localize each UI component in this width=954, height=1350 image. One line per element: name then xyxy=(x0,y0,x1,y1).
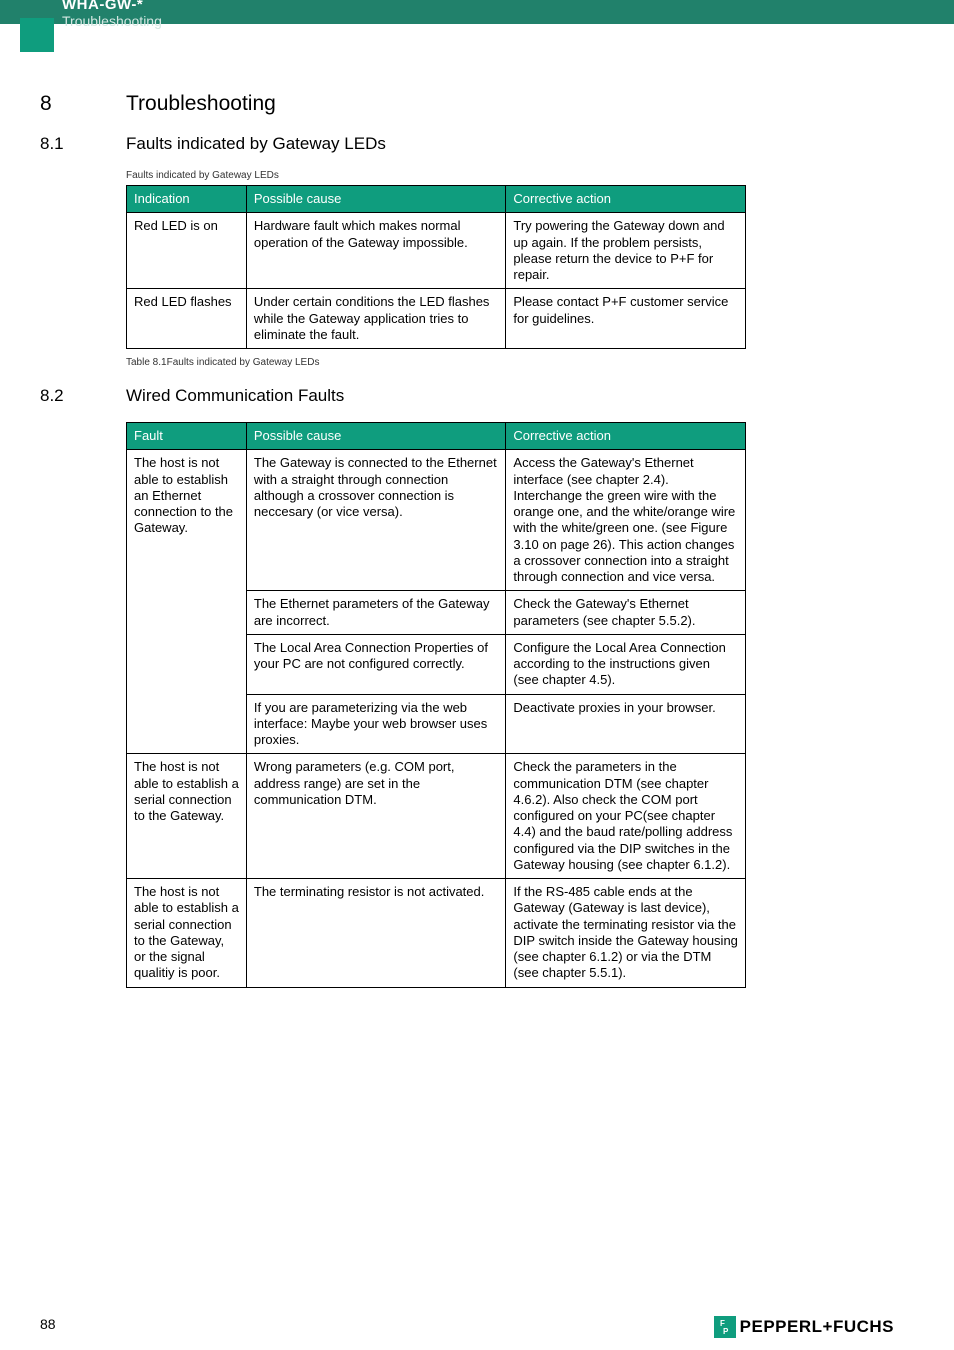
header-row: WHA-GW-* Troubleshooting xyxy=(0,24,954,52)
cell: Hardware fault which makes normal operat… xyxy=(246,213,506,289)
pf-icon: F P xyxy=(718,1319,732,1335)
cell: Access the Gateway's Ethernet interface … xyxy=(506,450,746,591)
th-possible-cause: Possible cause xyxy=(246,186,506,213)
cell: Red LED flashes xyxy=(127,289,247,349)
table-row: Red LED is on Hardware fault which makes… xyxy=(127,213,746,289)
subsection-1-number: 8.1 xyxy=(0,134,126,154)
content: 8 Troubleshooting 8.1 Faults indicated b… xyxy=(0,52,954,988)
th-fault: Fault xyxy=(127,423,247,450)
svg-text:P: P xyxy=(723,1327,729,1335)
cell: Check the Gateway's Ethernet parameters … xyxy=(506,591,746,635)
table-row: The host is not able to establish an Eth… xyxy=(127,450,746,591)
doc-subtitle: Troubleshooting xyxy=(62,13,162,29)
cell: Wrong parameters (e.g. COM port, address… xyxy=(246,754,506,879)
cell: The host is not able to establish an Eth… xyxy=(127,450,247,754)
cell: Red LED is on xyxy=(127,213,247,289)
brand-logo: F P PEPPERL+FUCHS xyxy=(714,1316,894,1338)
subsection-2-title: Wired Communication Faults xyxy=(126,386,344,406)
table-header-row: Indication Possible cause Corrective act… xyxy=(127,186,746,213)
page-number: 88 xyxy=(40,1316,56,1332)
brand-icon: F P xyxy=(714,1316,736,1338)
table-row: Red LED flashes Under certain conditions… xyxy=(127,289,746,349)
subsection-1-heading: 8.1 Faults indicated by Gateway LEDs xyxy=(0,134,894,154)
cell: The host is not able to establish a seri… xyxy=(127,879,247,988)
cell: Try powering the Gateway down and up aga… xyxy=(506,213,746,289)
table-2: Fault Possible cause Corrective action T… xyxy=(126,422,746,988)
brand-text: PEPPERL+FUCHS xyxy=(740,1317,894,1337)
section-heading: 8 Troubleshooting xyxy=(0,92,894,116)
cell: The host is not able to establish a seri… xyxy=(127,754,247,879)
cell: The Ethernet parameters of the Gateway a… xyxy=(246,591,506,635)
th-corrective-action: Corrective action xyxy=(506,423,746,450)
table-row: The host is not able to establish a seri… xyxy=(127,879,746,988)
section-number: 8 xyxy=(0,92,126,116)
table-1-wrap: Faults indicated by Gateway LEDs Indicat… xyxy=(126,170,894,368)
cell: The Local Area Connection Properties of … xyxy=(246,634,506,694)
table-1-footer: Table 8.1Faults indicated by Gateway LED… xyxy=(126,357,894,368)
cell: Deactivate proxies in your browser. xyxy=(506,694,746,754)
section-title: Troubleshooting xyxy=(126,92,276,116)
doc-title: WHA-GW-* xyxy=(62,0,162,13)
cell: Configure the Local Area Connection acco… xyxy=(506,634,746,694)
subsection-2-number: 8.2 xyxy=(0,386,126,406)
table-2-wrap: Fault Possible cause Corrective action T… xyxy=(126,422,894,988)
cell: If the RS-485 cable ends at the Gateway … xyxy=(506,879,746,988)
cell: If you are parameterizing via the web in… xyxy=(246,694,506,754)
cell: The terminating resistor is not activate… xyxy=(246,879,506,988)
th-corrective-action: Corrective action xyxy=(506,186,746,213)
subsection-1-title: Faults indicated by Gateway LEDs xyxy=(126,134,386,154)
th-possible-cause: Possible cause xyxy=(246,423,506,450)
cell: Under certain conditions the LED flashes… xyxy=(246,289,506,349)
subsection-2-heading: 8.2 Wired Communication Faults xyxy=(0,386,894,406)
cell: Check the parameters in the communicatio… xyxy=(506,754,746,879)
table-header-row: Fault Possible cause Corrective action xyxy=(127,423,746,450)
table-row: The host is not able to establish a seri… xyxy=(127,754,746,879)
th-indication: Indication xyxy=(127,186,247,213)
cell: Please contact P+F customer service for … xyxy=(506,289,746,349)
table-1-caption: Faults indicated by Gateway LEDs xyxy=(126,170,894,181)
table-1: Indication Possible cause Corrective act… xyxy=(126,185,746,349)
cell: The Gateway is connected to the Ethernet… xyxy=(246,450,506,591)
header-accent-square xyxy=(20,18,54,52)
header-text: WHA-GW-* Troubleshooting xyxy=(62,0,162,29)
